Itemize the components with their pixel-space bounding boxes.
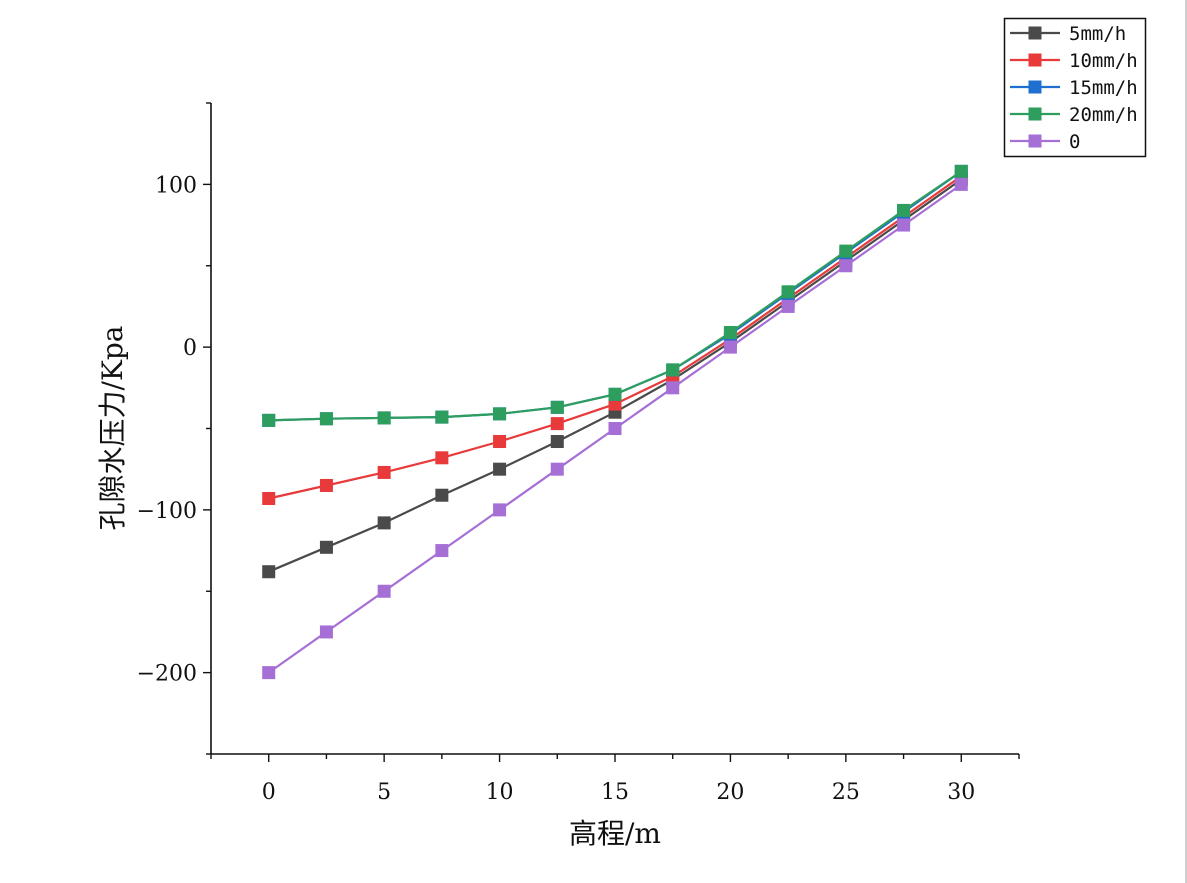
x-tick-label: 5 — [377, 780, 391, 805]
data-point — [781, 285, 795, 299]
data-point — [666, 381, 680, 395]
data-point — [781, 299, 795, 313]
series-0 — [262, 177, 968, 680]
series-line — [268, 175, 962, 500]
data-point — [608, 397, 622, 411]
legend-item: 20mm/h — [1010, 104, 1138, 126]
legend-label: 10mm/h — [1069, 50, 1138, 72]
data-point — [319, 478, 333, 492]
data-point — [550, 400, 564, 414]
series-line — [268, 178, 962, 573]
y-tick-label: −200 — [137, 662, 197, 687]
x-tick-label: 15 — [601, 780, 629, 805]
data-point — [262, 565, 276, 579]
legend-label: 5mm/h — [1069, 23, 1126, 45]
data-point — [435, 544, 449, 558]
data-point — [435, 451, 449, 465]
x-tick-label: 10 — [486, 780, 514, 805]
data-point — [377, 465, 391, 479]
data-point — [262, 491, 276, 505]
window-edge — [1185, 0, 1187, 883]
data-point — [897, 203, 911, 217]
y-axis-title: 孔隙水压力/Kpa — [96, 326, 129, 531]
data-point — [608, 387, 622, 401]
series-5mm/h — [262, 172, 968, 579]
x-axis-title: 高程/m — [569, 817, 661, 850]
series-line — [268, 170, 962, 422]
legend-label: 0 — [1069, 131, 1080, 153]
data-point — [262, 666, 276, 680]
data-point — [493, 435, 507, 449]
series-20mm/h — [262, 164, 968, 427]
data-point — [377, 584, 391, 598]
data-point — [954, 164, 968, 178]
y-tick-label: 0 — [183, 336, 197, 361]
x-tick-label: 20 — [716, 780, 744, 805]
legend-marker — [1028, 107, 1042, 121]
legend-marker — [1028, 53, 1042, 67]
data-point — [493, 407, 507, 421]
data-point — [493, 462, 507, 476]
legend-item: 0 — [1010, 131, 1080, 153]
legend-label: 15mm/h — [1069, 77, 1138, 99]
y-tick-label: 100 — [155, 173, 197, 198]
data-point — [666, 363, 680, 377]
legend: 5mm/h 10mm/h 15mm/h 20mm/h 0 — [1003, 17, 1147, 158]
data-point — [608, 422, 622, 435]
x-tick-label: 0 — [262, 780, 276, 805]
data-point — [550, 462, 564, 476]
series-line — [268, 170, 962, 422]
data-point — [839, 259, 853, 273]
data-point — [954, 177, 968, 191]
series-lines — [262, 164, 968, 680]
y-tick-label: −100 — [137, 499, 197, 524]
legend-label: 20mm/h — [1069, 104, 1138, 126]
data-point — [550, 417, 564, 431]
data-point — [723, 325, 737, 339]
series-10mm/h — [262, 169, 968, 505]
data-point — [897, 218, 911, 232]
axes: −200 −100 0 100 0 5 10 15 20 25 30 — [137, 102, 1020, 805]
data-point — [377, 516, 391, 530]
data-point — [493, 503, 507, 517]
legend-item: 10mm/h — [1010, 50, 1138, 72]
axis-labels: 高程/m 孔隙水压力/Kpa — [96, 326, 661, 850]
data-point — [319, 412, 333, 426]
data-point — [319, 625, 333, 639]
data-point — [839, 244, 853, 258]
legend-marker — [1028, 80, 1042, 94]
x-tick-label: 25 — [832, 780, 860, 805]
legend-marker — [1028, 134, 1042, 148]
series-15mm/h — [262, 164, 968, 427]
data-point — [319, 540, 333, 554]
data-point — [377, 411, 391, 425]
legend-item: 5mm/h — [1010, 23, 1126, 45]
data-point — [723, 340, 737, 354]
data-point — [550, 435, 564, 449]
data-point — [435, 488, 449, 502]
data-point — [262, 413, 276, 427]
legend-item: 15mm/h — [1010, 77, 1138, 99]
x-tick-label: 30 — [947, 780, 975, 805]
data-point — [435, 410, 449, 424]
legend-marker — [1028, 26, 1042, 40]
